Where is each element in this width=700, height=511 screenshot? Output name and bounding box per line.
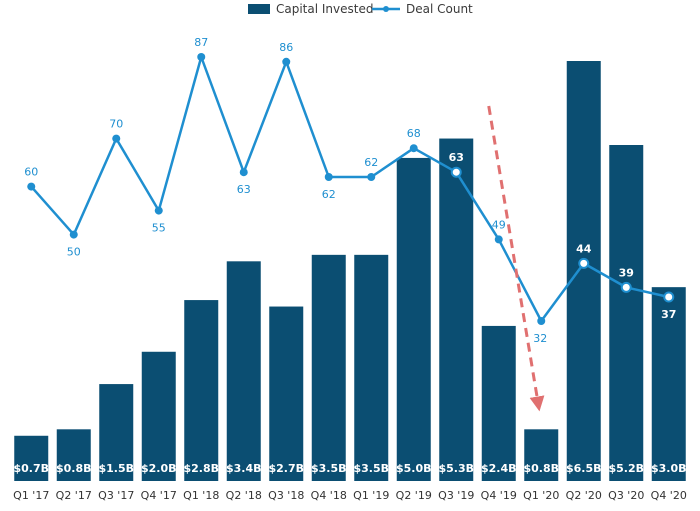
deal-count-point — [324, 173, 333, 181]
deal-count-point — [578, 257, 590, 269]
bar-capital-invested — [14, 435, 49, 481]
deal-count-label: 49 — [492, 218, 506, 231]
bar-labels-layer: $0.7B $0.8B $1.5B $2.0B $2.8B $3.4B $2.7B $3.5B… — [13, 462, 686, 475]
bar-value-label: $2.8B — [183, 462, 219, 475]
bar-capital-invested — [311, 254, 346, 481]
bars-layer — [14, 61, 686, 482]
x-tick-label: Q4 '20 — [651, 489, 687, 502]
legend-capital-invested-swatch — [248, 4, 270, 14]
deal-count-label: 87 — [194, 36, 208, 49]
deal-count-label: 63 — [449, 151, 464, 164]
x-tick-label: Q3 '17 — [98, 489, 134, 502]
deal-count-label: 50 — [67, 246, 81, 259]
x-tick-label: Q1 '19 — [353, 489, 389, 502]
bar-capital-invested — [141, 351, 176, 481]
x-tick-label: Q2 '20 — [566, 489, 602, 502]
bar-value-label: $1.5B — [98, 462, 134, 475]
deal-count-label: 39 — [619, 266, 634, 279]
bar-value-label: $0.8B — [523, 462, 559, 475]
annotation-layer — [487, 105, 545, 412]
bar-capital-invested — [524, 429, 559, 481]
deal-count-line-layer — [30, 55, 670, 323]
deal-count-label: 32 — [533, 332, 547, 345]
bar-capital-invested — [396, 157, 431, 481]
bar-value-label: $3.0B — [651, 462, 687, 475]
bar-capital-invested — [99, 384, 134, 481]
bar-value-label: $5.0B — [396, 462, 432, 475]
deal-count-label: 55 — [152, 222, 166, 235]
x-tick-label: Q4 '17 — [141, 489, 177, 502]
deal-count-labels-layer: 60 50 70 55 87 63 86 62 62 68 63 49 32 44 39 37 — [24, 36, 676, 345]
bar-value-label: $5.2B — [608, 462, 644, 475]
deal-count-point — [27, 182, 36, 191]
bar-capital-invested — [481, 325, 516, 481]
legend: Capital Invested Deal Count — [248, 2, 473, 16]
bar-capital-invested — [609, 145, 644, 481]
x-tick-label: Q2 '19 — [396, 489, 432, 502]
deal-count-label: 44 — [576, 242, 592, 255]
x-tick-label: Q4 '18 — [311, 489, 347, 502]
deal-count-label: 70 — [109, 118, 123, 131]
bar-value-label: $2.4B — [481, 462, 517, 475]
deal-count-point — [620, 281, 632, 293]
deal-count-point — [367, 173, 376, 181]
x-tick-label: Q1 '17 — [13, 489, 49, 502]
deal-count-line — [30, 55, 670, 323]
deal-count-point — [282, 57, 291, 66]
bar-capital-invested — [439, 138, 474, 482]
legend-deal-count-label: Deal Count — [406, 2, 473, 16]
bar-capital-invested — [56, 429, 91, 481]
legend-deal-count-marker — [383, 6, 389, 12]
deal-count-point — [112, 134, 121, 143]
deal-count-point — [69, 230, 78, 239]
deal-count-point — [494, 235, 503, 244]
deal-count-point — [239, 168, 248, 177]
bar-value-label: $0.8B — [56, 462, 92, 475]
x-tick-label: Q2 '18 — [226, 489, 262, 502]
deal-count-label: 60 — [24, 166, 38, 179]
deal-count-label: 63 — [237, 183, 251, 196]
x-axis-ticks: Q1 '17 Q2 '17 Q3 '17 Q4 '17 Q1 '18 Q2 '18 Q3 '… — [13, 489, 687, 502]
bar-value-label: $3.5B — [353, 462, 389, 475]
x-tick-label: Q4 '19 — [481, 489, 517, 502]
deal-count-point — [450, 166, 462, 178]
deal-count-label: 68 — [407, 127, 421, 140]
bar-value-label: $3.5B — [311, 462, 347, 475]
x-tick-label: Q3 '20 — [608, 489, 644, 502]
x-tick-label: Q1 '20 — [523, 489, 559, 502]
deal-count-point — [154, 206, 163, 215]
deal-count-point — [197, 53, 206, 61]
dashed-annotation-arrow — [487, 105, 545, 412]
deal-count-point — [663, 291, 675, 303]
bar-value-label: $2.0B — [141, 462, 177, 475]
legend-capital-invested-label: Capital Invested — [276, 2, 373, 16]
bar-value-label: $6.5B — [566, 462, 602, 475]
deal-count-label: 86 — [279, 41, 293, 54]
deal-count-point — [537, 317, 546, 325]
bar-capital-invested — [184, 300, 219, 481]
bar-value-label: $3.4B — [226, 462, 262, 475]
deal-count-point — [409, 144, 418, 153]
bar-value-label: $5.3B — [438, 462, 474, 475]
bar-capital-invested — [226, 261, 261, 481]
bar-capital-invested — [354, 254, 389, 481]
x-tick-label: Q2 '17 — [56, 489, 92, 502]
x-tick-label: Q3 '18 — [268, 489, 304, 502]
x-tick-label: Q3 '19 — [438, 489, 474, 502]
deal-count-label: 62 — [364, 156, 378, 169]
bar-capital-invested — [651, 287, 686, 481]
bar-capital-invested — [269, 306, 304, 481]
bar-value-label: $2.7B — [268, 462, 304, 475]
deal-count-label: 62 — [322, 188, 336, 201]
deal-count-points-layer — [27, 53, 675, 325]
bar-value-label: $0.7B — [13, 462, 49, 475]
deal-count-label: 37 — [661, 308, 676, 321]
x-tick-label: Q1 '18 — [183, 489, 219, 502]
